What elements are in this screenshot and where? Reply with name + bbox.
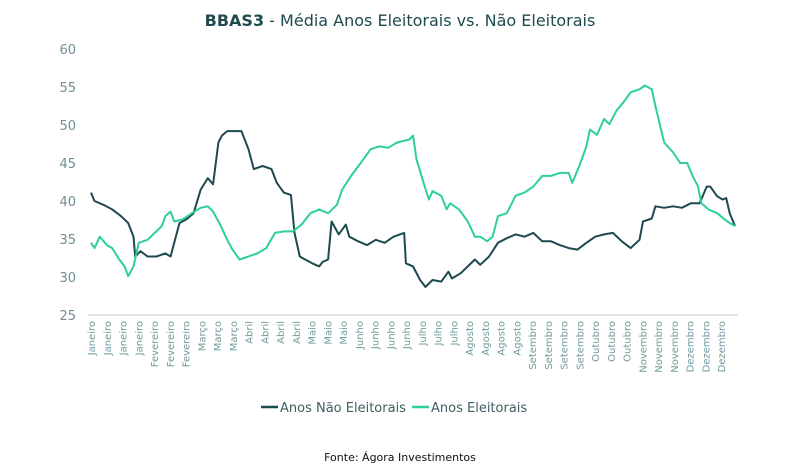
x-tick-label: Setembro [528, 321, 539, 370]
x-tick-label: Julho [434, 321, 445, 347]
x-tick-label: Fevereiro [150, 321, 161, 367]
x-tick-label: Dezembro [686, 321, 697, 372]
series-lines [90, 84, 736, 288]
x-tick-label: Janeiro [119, 321, 130, 356]
y-tick-label: 40 [59, 195, 76, 210]
x-tick-label: Março [213, 321, 224, 351]
x-tick-label: Janeiro [134, 321, 145, 356]
x-tick-label: Julho [418, 321, 429, 347]
x-tick-label: Abril [292, 321, 303, 344]
y-tick-label: 30 [59, 271, 76, 286]
x-tick-label: Agosto [481, 321, 492, 356]
x-tick-label: Junho [402, 321, 413, 350]
y-tick-label: 60 [59, 43, 76, 58]
y-axis: 25 30 35 40 45 50 55 60 [59, 43, 76, 324]
x-tick-label: Outubro [623, 321, 634, 362]
y-tick-label: 50 [59, 119, 76, 134]
chart-title-rest: - Média Anos Eleitorais vs. Não Eleitora… [264, 11, 595, 30]
x-tick-label: Fevereiro [166, 321, 177, 367]
chart-title: BBAS3 - Média Anos Eleitorais vs. Não El… [205, 11, 596, 30]
x-tick-label: Agosto [465, 321, 476, 356]
x-tick-label: Abril [260, 321, 271, 344]
x-tick-label: Abril [245, 321, 256, 344]
x-tick-label: Fevereiro [182, 321, 193, 367]
x-tick-label: Dezembro [701, 321, 712, 372]
y-tick-label: 25 [59, 309, 76, 324]
x-tick-label: Setembro [560, 321, 571, 370]
x-tick-label: Outubro [607, 321, 618, 362]
legend-label-electoral: Anos Eleitorais [431, 401, 527, 416]
x-tick-label: Janeiro [103, 321, 114, 356]
x-tick-label: Maio [339, 321, 350, 345]
x-tick-label: Novembro [638, 321, 649, 373]
x-tick-label: Agosto [497, 321, 508, 356]
x-tick-label: Maio [308, 321, 319, 345]
x-tick-label: Novembro [654, 321, 665, 373]
x-axis: Janeiro Janeiro Janeiro Janeiro Fevereiro Fev… [87, 321, 728, 373]
x-tick-label: Maio [323, 321, 334, 345]
x-tick-label: Junho [386, 321, 397, 350]
x-tick-label: Dezembro [717, 321, 728, 372]
x-tick-label: Setembro [544, 321, 555, 370]
x-tick-label: Outubro [591, 321, 602, 362]
y-tick-label: 45 [59, 157, 76, 172]
y-tick-label: 55 [59, 81, 76, 96]
x-tick-label: Junho [355, 321, 366, 350]
source-note: Fonte: Ágora Investimentos [324, 451, 476, 464]
x-tick-label: Junho [371, 321, 382, 350]
chart-title-ticker: BBAS3 [205, 11, 264, 30]
x-tick-label: Julho [449, 321, 460, 347]
legend: Anos Não Eleitorais Anos Eleitorais [261, 401, 527, 416]
x-tick-label: Abril [276, 321, 287, 344]
x-tick-label: Agosto [512, 321, 523, 356]
x-tick-label: Março [197, 321, 208, 351]
x-tick-label: Novembro [670, 321, 681, 373]
series-line-electoral [90, 84, 736, 278]
x-tick-label: Março [229, 321, 240, 351]
x-tick-label: Setembro [575, 321, 586, 370]
y-tick-label: 35 [59, 233, 76, 248]
series-line-non-electoral [90, 130, 736, 288]
x-tick-label: Janeiro [87, 321, 98, 356]
legend-label-non-electoral: Anos Não Eleitorais [280, 401, 406, 416]
